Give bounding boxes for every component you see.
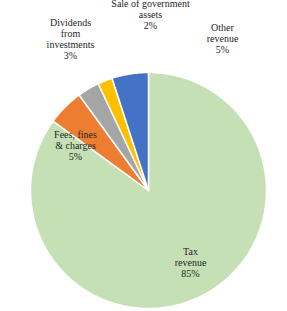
svg-text:Otherrevenue5%: Otherrevenue5%	[207, 22, 239, 55]
svg-text:Sale of governmentassets2%: Sale of governmentassets2%	[111, 0, 190, 31]
svg-text:Taxrevenue85%: Taxrevenue85%	[175, 246, 207, 279]
svg-text:Fees, fines& charges5%: Fees, fines& charges5%	[54, 129, 97, 162]
svg-text:Dividendsfrominvestments3%: Dividendsfrominvestments3%	[47, 17, 95, 61]
